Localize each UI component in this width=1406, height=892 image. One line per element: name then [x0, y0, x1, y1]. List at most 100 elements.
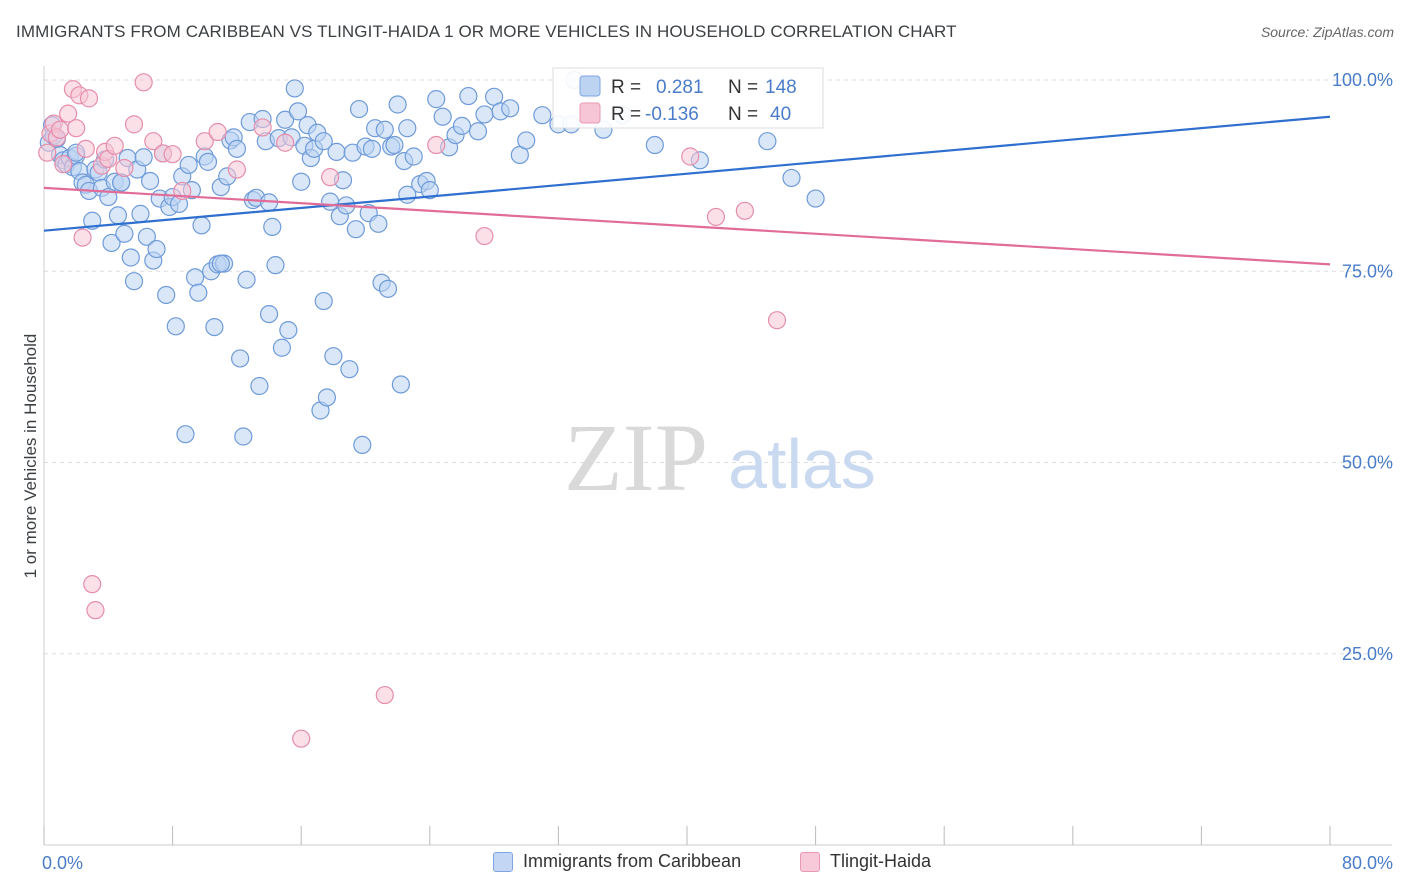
caribbean-point-62 — [237, 270, 256, 289]
tlingit-point-14 — [86, 601, 105, 620]
tlingit-point-10 — [73, 228, 92, 247]
caribbean-point-73 — [272, 338, 292, 357]
caribbean-point-98 — [353, 435, 372, 455]
caribbean-point-52 — [205, 317, 224, 337]
caribbean-point-130 — [533, 106, 552, 125]
caribbean-point-79 — [292, 172, 311, 191]
tlingit-point-35 — [475, 226, 494, 246]
legend-n-label-2: N = — [728, 104, 758, 125]
caribbean-point-110 — [391, 375, 410, 394]
caribbean-point-143 — [398, 119, 417, 138]
caribbean-point-20 — [102, 233, 121, 253]
legend-r-label-2: R = — [611, 104, 641, 125]
tlingit-point-8 — [67, 119, 86, 138]
tlingit-point-31 — [292, 729, 311, 748]
tlingit-point-38 — [735, 201, 754, 220]
legend-swatch-caribbean — [579, 75, 601, 97]
legend-r-value-1: 0.281 — [656, 77, 704, 98]
legend-swatch-tlingit — [579, 102, 601, 124]
x-tick-label-max: 80.0% — [1342, 853, 1393, 873]
y-tick-label-25: 25.0% — [1342, 644, 1393, 664]
caribbean-point-106 — [378, 279, 398, 298]
tlingit-point-26 — [195, 132, 214, 151]
tlingit-point-12 — [79, 89, 99, 108]
tlingit-point-37 — [706, 207, 726, 227]
caribbean-point-129 — [517, 131, 536, 150]
caribbean-point-66 — [250, 376, 269, 396]
caribbean-point-124 — [475, 105, 494, 124]
gridlines — [44, 79, 1392, 655]
tlingit-point-36 — [681, 147, 700, 166]
x-tick-label-min: 0.0% — [42, 853, 83, 873]
trend-line-caribbean — [43, 115, 1331, 232]
tlingit-point-29 — [253, 118, 272, 137]
caribbean-point-122 — [459, 86, 478, 106]
tick-labels: 100.0% 75.0% 50.0% 25.0% 0.0% 80.0% — [42, 70, 1393, 873]
y-tick-label-100: 100.0% — [1332, 70, 1393, 90]
caribbean-point-60 — [231, 349, 250, 368]
caribbean-point-118 — [433, 107, 452, 126]
series-caribbean-points — [39, 70, 825, 455]
caribbean-point-24 — [115, 224, 134, 243]
tlingit-point-33 — [375, 685, 394, 705]
caribbean-point-44 — [179, 155, 198, 175]
tlingit-point-4 — [50, 120, 70, 139]
legend-item-caribbean[interactable]: Immigrants from Caribbean — [493, 851, 741, 872]
watermark: ZIP atlas — [564, 404, 876, 511]
caribbean-point-97 — [349, 99, 369, 119]
caribbean-point-78 — [288, 102, 308, 121]
caribbean-point-47 — [189, 283, 208, 302]
caribbean-point-105 — [375, 120, 394, 139]
tlingit-point-18 — [105, 136, 124, 155]
caribbean-point-139 — [758, 132, 777, 151]
caribbean-point-70 — [263, 217, 282, 236]
tlingit-point-11 — [76, 139, 95, 158]
tlingit-point-34 — [427, 135, 446, 155]
tlingit-point-6 — [59, 104, 78, 123]
tlingit-point-30 — [276, 133, 295, 152]
legend-item-tlingit[interactable]: Tlingit-Haida — [800, 851, 931, 872]
watermark-atlas: atlas — [728, 425, 876, 503]
caribbean-point-108 — [385, 135, 404, 155]
caribbean-point-48 — [192, 216, 211, 235]
tlingit-point-20 — [124, 115, 144, 134]
caribbean-point-75 — [279, 321, 298, 340]
caribbean-point-22 — [108, 206, 128, 225]
y-tick-label-50: 50.0% — [1342, 453, 1393, 473]
caribbean-point-31 — [137, 227, 156, 246]
trend-line-tlingit — [43, 186, 1331, 266]
caribbean-point-141 — [806, 189, 825, 208]
legend-r-label-1: R = — [611, 77, 641, 98]
caribbean-point-94 — [340, 360, 359, 379]
caribbean-point-137 — [645, 135, 664, 155]
caribbean-point-89 — [324, 347, 343, 366]
chart-title: IMMIGRANTS FROM CARIBBEAN VS TLINGIT-HAI… — [16, 22, 957, 41]
caribbean-point-46 — [186, 268, 205, 287]
caribbean-point-26 — [121, 248, 140, 267]
caribbean-point-109 — [388, 95, 407, 114]
tlingit-point-28 — [227, 160, 246, 179]
caribbean-point-40 — [166, 317, 185, 336]
caribbean-point-59 — [227, 139, 246, 158]
caribbean-point-123 — [468, 122, 488, 141]
caribbean-point-101 — [362, 139, 382, 158]
tlingit-point-21 — [134, 73, 153, 92]
caribbean-point-121 — [452, 116, 472, 136]
caribbean-point-71 — [266, 256, 285, 275]
series-tlingit-points — [38, 73, 787, 748]
caribbean-point-145 — [314, 132, 333, 151]
caribbean-point-43 — [176, 425, 195, 444]
caribbean-point-87 — [317, 388, 337, 407]
caribbean-point-34 — [147, 239, 166, 259]
caribbean-point-127 — [501, 99, 520, 118]
legend-r-value-2: -0.136 — [645, 104, 699, 125]
caribbean-point-37 — [157, 285, 176, 305]
tlingit-point-19 — [115, 158, 134, 178]
caribbean-point-113 — [404, 147, 423, 166]
caribbean-point-77 — [285, 79, 304, 98]
tlingit-point-24 — [163, 145, 182, 164]
caribbean-point-50 — [198, 152, 218, 171]
caribbean-point-103 — [369, 214, 388, 233]
stats-legend: R = 0.281 N = 148 R = -0.136 N = 40 — [552, 67, 824, 129]
